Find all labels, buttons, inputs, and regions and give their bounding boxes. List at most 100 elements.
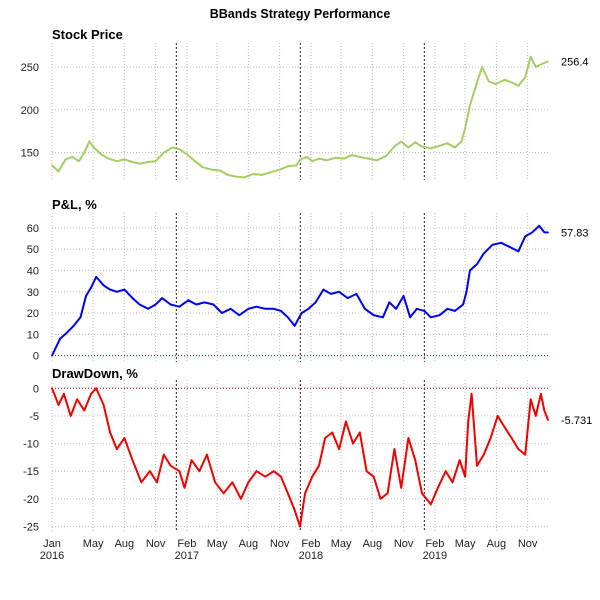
panel-2-data-point <box>195 303 198 306</box>
panel-3-data-point <box>489 437 492 439</box>
panel-3-ytick-label: -5 <box>29 411 39 423</box>
panel-3-data-point <box>421 492 423 495</box>
panel-3-data-point <box>299 525 301 528</box>
panel-2-data-point <box>538 224 541 227</box>
panel-3-data-point <box>206 453 208 456</box>
panel-3-data-point <box>156 481 158 484</box>
panel-3-data-point <box>517 448 520 450</box>
x-tick-year-label: 2018 <box>299 550 323 562</box>
x-tick-label: Feb <box>177 538 196 550</box>
panel-1-data-point <box>454 146 456 149</box>
panel-2-data-point <box>476 263 478 265</box>
panel-2-data-point <box>454 310 456 312</box>
panel-3-data-point <box>444 470 447 473</box>
panel-3-series-line <box>51 387 549 528</box>
panel-2-data-point <box>95 276 98 278</box>
x-tick-label: Jan <box>43 538 61 550</box>
panel-3-data-point <box>482 453 485 456</box>
panel-2-data-point <box>272 307 275 310</box>
panel-2-data-point <box>524 235 527 238</box>
panel-2-data-point <box>438 314 441 317</box>
panel-3-ytick-label: -20 <box>23 494 39 506</box>
panel-2-ytick-label: 30 <box>27 287 39 299</box>
x-tick-label: Aug <box>487 538 507 550</box>
panel-2-data-point <box>500 241 502 244</box>
panel-1-data-point <box>460 140 463 143</box>
panel-3-data-point <box>540 392 542 395</box>
panel-1-ytick-label: 150 <box>21 148 39 160</box>
panel-1-data-point <box>178 148 181 151</box>
panel-1-ytick-label: 250 <box>21 62 39 74</box>
panel-2-data-point <box>154 303 157 306</box>
panel-2-data-point <box>372 314 375 317</box>
panel-2-data-point <box>402 295 405 297</box>
panel-3-data-point <box>264 475 267 478</box>
panel-1-data-point <box>107 157 110 160</box>
panel-3-data-point <box>69 415 72 417</box>
panel-3-data-point <box>76 398 78 401</box>
panel-2-data-point <box>286 316 289 319</box>
panel-1-data-point <box>429 147 432 150</box>
panel-3-data-point <box>352 442 354 445</box>
panel-3-data-point <box>63 392 65 395</box>
panel-1-data-point <box>376 159 378 162</box>
panel-1-data-point <box>529 55 532 58</box>
x-tick-label: Feb <box>301 538 320 550</box>
panel-1-data-point <box>400 140 403 143</box>
panel-2-data-point <box>203 301 206 304</box>
panel-3-data-point <box>464 475 466 478</box>
panel-2-data-point <box>465 290 468 293</box>
panel-3-data-point <box>116 448 118 450</box>
panel-2-data-point <box>161 297 164 299</box>
panel-3-data-point <box>140 481 143 484</box>
panel-1-data-point <box>243 176 246 179</box>
panel-1-data-point <box>93 147 96 150</box>
panel-3-data-point <box>437 486 439 489</box>
panel-3-data-point <box>414 459 417 461</box>
panel-2-data-point <box>187 299 190 302</box>
x-tick-label: May <box>331 538 352 550</box>
panel-1-data-point <box>343 157 346 160</box>
panel-1-data-point <box>234 175 237 178</box>
panel-2-data-point <box>221 312 223 314</box>
panel-2-data-point <box>382 316 384 319</box>
panel-3-data-point <box>338 448 340 450</box>
panel-3-data-point <box>451 481 454 484</box>
panel-3-data-point <box>393 448 396 450</box>
x-tick-label: Nov <box>518 538 538 550</box>
panel-3-data-point <box>222 492 225 495</box>
x-tick-label: May <box>207 538 228 550</box>
panel-2-data-point <box>517 250 520 253</box>
panel-3-data-point <box>458 459 461 461</box>
panel-1-data-point <box>421 145 423 148</box>
panel-3-ytick-label: -15 <box>23 466 39 478</box>
panel-3-data-point <box>365 470 368 473</box>
panel-3-data-point <box>318 464 320 467</box>
panel-3-data-point <box>331 431 334 434</box>
panel-1-data-point <box>517 84 520 87</box>
panel-2-data-point <box>169 303 172 306</box>
panel-2-data-point <box>388 301 391 304</box>
panel-3-data-point <box>407 437 410 439</box>
x-tick-label: Nov <box>146 538 166 550</box>
panel-3-data-point <box>169 464 172 467</box>
panel-2-ytick-label: 50 <box>27 244 39 256</box>
panel-3-data-point <box>178 470 181 473</box>
panel-3-data-point <box>255 470 258 473</box>
panel-1-data-point <box>252 173 255 175</box>
panel-1-data-point <box>83 151 86 154</box>
panel-3-data-point <box>543 409 546 412</box>
x-tick-label: Aug <box>363 538 383 550</box>
panel-1-data-point <box>77 160 80 163</box>
panel-3-data-point <box>231 481 234 484</box>
panel-1-data-point <box>71 156 74 158</box>
panel-1-data-point <box>100 153 103 156</box>
panel-1-data-point <box>510 81 513 84</box>
panel-1-data-point <box>131 161 134 163</box>
panel-1-data-point <box>210 168 213 171</box>
panel-3-ytick-label: -10 <box>23 439 39 451</box>
panel-2-data-point <box>482 252 485 255</box>
panel-1-data-point <box>503 78 506 81</box>
panel-1-data-point <box>226 174 229 176</box>
panel-2-ytick-label: 10 <box>27 329 39 341</box>
